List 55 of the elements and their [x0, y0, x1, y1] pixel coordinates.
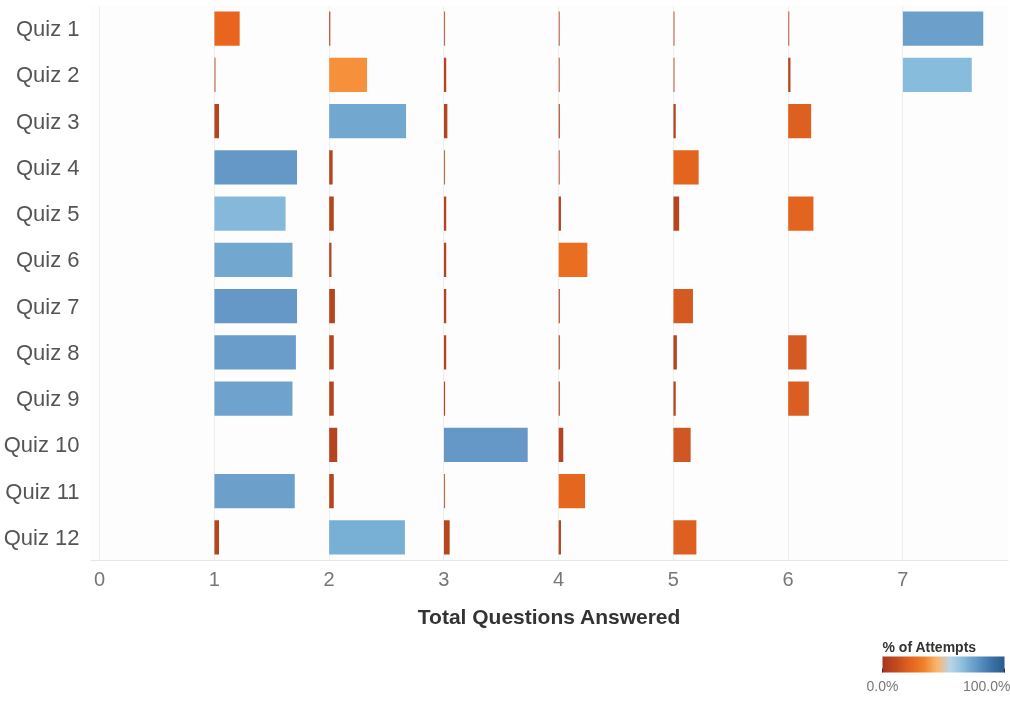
bar [329, 474, 334, 509]
x-tick-label: 2 [323, 567, 335, 590]
bar [329, 289, 335, 324]
bar [788, 335, 807, 370]
color-bar-label: 100.0% [963, 677, 1010, 694]
y-tick-label: Quiz 1 [15, 16, 80, 42]
bar [788, 196, 814, 231]
y-tick-label: Quiz 2 [15, 62, 80, 88]
y-tick-label: Quiz 4 [15, 154, 80, 180]
bar [214, 150, 298, 185]
bar [214, 335, 296, 370]
y-tick-label: Quiz 8 [15, 339, 80, 365]
bar [214, 381, 293, 416]
y-tick-label: Quiz 11 [5, 478, 80, 504]
color-bar-label: 0.0% [866, 677, 899, 694]
x-tick-label: 4 [553, 567, 565, 590]
bar [673, 381, 676, 416]
bar [673, 427, 691, 462]
bar [788, 104, 812, 139]
bar [329, 57, 368, 92]
y-tick-label: Quiz 10 [3, 432, 80, 458]
bar [902, 57, 972, 92]
bar [673, 196, 680, 231]
bar [329, 335, 334, 370]
bar [214, 289, 298, 324]
x-tick-label: 3 [438, 567, 450, 590]
bar [329, 427, 338, 462]
bar [558, 242, 588, 277]
x-tick-label: 5 [667, 567, 679, 590]
y-tick-label: Quiz 3 [15, 108, 80, 134]
bar [788, 381, 809, 416]
y-tick-label: Quiz 7 [15, 293, 80, 319]
bar [443, 520, 450, 555]
bar [214, 242, 293, 277]
x-tick-label: 7 [897, 567, 909, 590]
bar [902, 11, 984, 46]
bar [329, 196, 334, 231]
x-tick-label: 0 [94, 567, 106, 590]
y-tick-label: Quiz 6 [15, 247, 80, 273]
bar [329, 520, 405, 555]
y-tick-label: Quiz 12 [3, 524, 80, 550]
bar [329, 381, 334, 416]
bar [673, 335, 677, 370]
x-tick-label: 1 [208, 567, 220, 590]
bar [673, 104, 676, 139]
bar [329, 150, 333, 185]
y-tick-label: Quiz 5 [15, 201, 80, 227]
bar [214, 11, 240, 46]
x-tick-label: 6 [782, 567, 794, 590]
bar [214, 196, 286, 231]
color-bar-title: % of Attempts [882, 638, 977, 655]
bar [558, 474, 586, 509]
y-tick-label: Quiz 9 [15, 386, 80, 412]
x-axis-title: Total Questions Answered [417, 604, 681, 628]
bar [329, 104, 407, 139]
